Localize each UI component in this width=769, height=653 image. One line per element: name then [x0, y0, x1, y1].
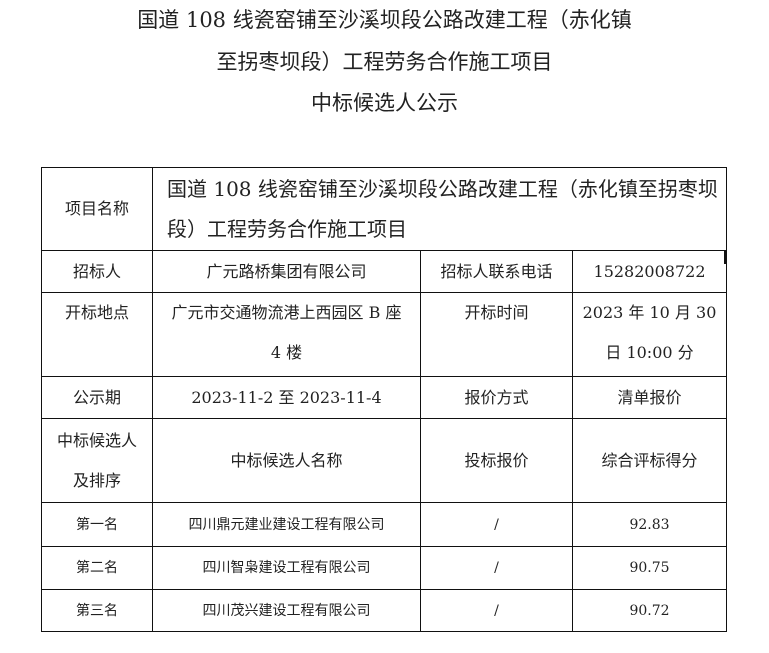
table-row: 第一名 四川鼎元建业建设工程有限公司 / 92.83 — [41, 502, 728, 547]
project-name: 国道 108 线瓷窑铺至沙溪坝段公路改建工程（赤化镇至拐枣坝段）工程劳务合作施工… — [151, 167, 728, 251]
phone-label: 招标人联系电话 — [420, 250, 573, 293]
location-row: 开标地点 广元市交通物流港上西园区 B 座 4 楼 开标时间 2023 年 10… — [41, 292, 728, 377]
candidate-rank: 第三名 — [41, 589, 153, 632]
candidate-name: 四川鼎元建业建设工程有限公司 — [152, 502, 421, 547]
period-label: 公示期 — [41, 376, 153, 419]
period-row: 公示期 2023-11-2 至 2023-11-4 报价方式 清单报价 — [41, 376, 728, 419]
score-header: 综合评标得分 — [571, 418, 728, 503]
candidate-name: 四川茂兴建设工程有限公司 — [152, 589, 421, 632]
name-header: 中标候选人名称 — [152, 418, 421, 503]
tenderer-row: 招标人 广元路桥集团有限公司 招标人联系电话 15282008722 — [41, 250, 728, 293]
table-row: 第二名 四川智枭建设工程有限公司 / 90.75 — [41, 546, 728, 590]
table-row: 第三名 四川茂兴建设工程有限公司 / 90.72 — [41, 589, 728, 632]
title-line-2: 至拐枣坝段）工程劳务合作施工项目 — [216, 50, 553, 74]
location: 广元市交通物流港上西园区 B 座 4 楼 — [152, 292, 421, 377]
time: 2023 年 10 月 30 日 10:00 分 — [571, 292, 728, 377]
project-row: 项目名称 国道 108 线瓷窑铺至沙溪坝段公路改建工程（赤化镇至拐枣坝段）工程劳… — [41, 167, 728, 251]
candidates-header-row: 中标候选人及排序 中标候选人名称 投标报价 综合评标得分 — [41, 418, 728, 503]
candidate-bid: / — [420, 502, 573, 547]
title-line-1: 国道 108 线瓷窑铺至沙溪坝段公路改建工程（赤化镇 — [137, 8, 632, 32]
phone: 15282008722 — [571, 250, 728, 293]
title-line-3: 中标候选人公示 — [311, 91, 458, 115]
quote-method-label: 报价方式 — [420, 376, 573, 419]
candidate-name: 四川智枭建设工程有限公司 — [152, 546, 421, 590]
candidate-score: 90.75 — [571, 546, 728, 590]
candidate-rank: 第一名 — [41, 502, 153, 547]
project-name-label: 项目名称 — [41, 167, 153, 251]
candidate-score: 90.72 — [571, 589, 728, 632]
tenderer-label: 招标人 — [41, 250, 153, 293]
text-cursor-mark — [724, 250, 726, 264]
announcement-table: 项目名称 国道 108 线瓷窑铺至沙溪坝段公路改建工程（赤化镇至拐枣坝段）工程劳… — [41, 167, 728, 632]
candidate-bid: / — [420, 546, 573, 590]
period: 2023-11-2 至 2023-11-4 — [152, 376, 421, 419]
tenderer: 广元路桥集团有限公司 — [152, 250, 421, 293]
rank-header: 中标候选人及排序 — [41, 418, 153, 503]
candidate-rank: 第二名 — [41, 546, 153, 590]
bid-header: 投标报价 — [420, 418, 573, 503]
candidate-score: 92.83 — [571, 502, 728, 547]
time-label: 开标时间 — [420, 292, 573, 377]
quote-method: 清单报价 — [571, 376, 728, 419]
candidate-bid: / — [420, 589, 573, 632]
location-label: 开标地点 — [41, 292, 153, 377]
